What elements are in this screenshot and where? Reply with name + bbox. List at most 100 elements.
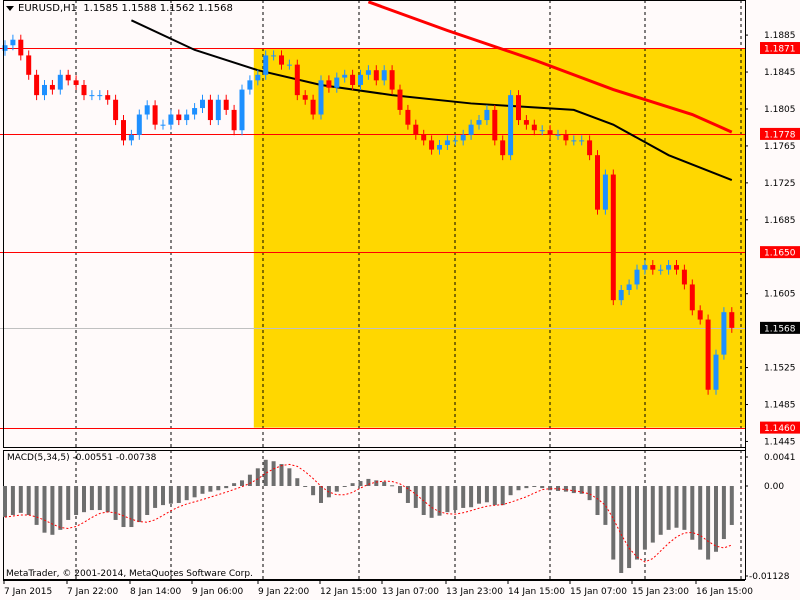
price-tag-label: 1.1871	[764, 45, 796, 55]
macd-histogram-bar	[666, 486, 671, 530]
price-tick-label: 1.1525	[764, 364, 796, 374]
price-tick-label: 1.1805	[764, 105, 796, 115]
bull-candle	[263, 55, 269, 75]
bear-candle	[492, 109, 498, 141]
bull-candle	[128, 134, 134, 141]
macd-histogram-bar	[413, 486, 418, 508]
bull-candle	[334, 77, 340, 88]
macd-histogram-bar	[176, 486, 181, 503]
bear-candle	[105, 95, 111, 100]
macd-histogram-bar	[563, 486, 568, 492]
bull-candle	[476, 120, 482, 125]
macd-histogram-bar	[390, 485, 395, 487]
macd-histogram-bar	[556, 486, 560, 491]
macd-histogram-bar	[405, 486, 410, 503]
macd-histogram-bar	[58, 486, 63, 530]
macd-histogram-bar	[437, 486, 442, 516]
bear-candle	[73, 80, 79, 85]
bull-candle	[2, 45, 8, 51]
highlight-zone	[253, 48, 746, 428]
macd-histogram-bar	[129, 486, 134, 528]
bear-candle	[595, 155, 600, 210]
macd-signal-line	[4, 463, 732, 563]
macd-histogram-bar	[334, 486, 339, 492]
macd-histogram-bar	[10, 486, 15, 515]
bear-candle	[516, 95, 521, 121]
macd-histogram-bar	[50, 486, 55, 535]
bull-candle	[255, 74, 261, 81]
bull-candle	[42, 84, 47, 96]
symbol-label: EURUSD,H1	[18, 3, 78, 14]
macd-histogram-bar	[34, 486, 39, 525]
time-tick-label: 13 Jan 07:00	[382, 587, 439, 597]
bull-candle	[144, 105, 150, 115]
price-tick-label: 1.1445	[764, 437, 796, 447]
macd-histogram-bar	[516, 486, 521, 491]
bear-candle	[34, 74, 40, 96]
macd-histogram-bar	[714, 486, 718, 552]
bear-candle	[152, 105, 158, 125]
bear-candle	[610, 174, 616, 301]
macd-histogram-bar	[263, 459, 268, 486]
macd-histogram-bar	[729, 486, 734, 525]
macd-histogram-bar	[658, 486, 663, 535]
macd-histogram-bar	[374, 480, 379, 486]
macd-histogram-bar	[540, 486, 545, 489]
bear-candle	[681, 269, 687, 285]
bear-candle	[294, 64, 300, 96]
bear-candle	[207, 99, 213, 121]
bear-candle	[18, 39, 24, 56]
bear-candle	[563, 134, 569, 141]
bear-candle	[729, 312, 735, 328]
time-tick-label: 14 Jan 15:00	[508, 587, 565, 597]
bull-candle	[484, 109, 490, 121]
bear-candle	[389, 70, 395, 90]
macd-histogram-bar	[161, 486, 165, 506]
bear-candle	[397, 89, 403, 110]
macd-histogram-bar	[216, 486, 221, 491]
bear-candle	[689, 284, 695, 311]
time-tick-label: 15 Jan 23:00	[632, 587, 689, 597]
time-tick-label: 16 Jan 15:00	[696, 587, 753, 597]
macd-histogram-bar	[721, 486, 726, 540]
macd-histogram-bar	[287, 468, 292, 486]
macd-histogram-bar	[532, 486, 537, 487]
macd-values: -0.00551 -0.00738	[72, 453, 157, 463]
bull-candle	[89, 95, 95, 97]
bull-candle	[444, 140, 450, 145]
macd-histogram-bar	[484, 486, 489, 503]
macd-histogram-bar	[350, 483, 355, 486]
bear-candle	[231, 109, 237, 131]
price-tag-label: 1.1568	[764, 324, 796, 334]
macd-histogram-bar	[200, 486, 205, 494]
macd-histogram-bar	[240, 480, 244, 486]
bull-candle	[215, 99, 221, 121]
bull-candle	[247, 80, 253, 90]
macd-histogram-bar	[279, 464, 284, 486]
price-tick-label: 1.1765	[764, 142, 796, 152]
bull-candle	[381, 70, 387, 81]
macd-histogram-bar	[145, 486, 150, 515]
bear-candle	[350, 74, 356, 85]
macd-histogram-bar	[168, 486, 173, 504]
price-tick-label: 1.1845	[764, 68, 796, 78]
bear-candle	[413, 124, 419, 135]
macd-histogram-bar	[706, 486, 711, 560]
bull-candle	[437, 144, 442, 150]
triangle-down-icon[interactable]	[6, 5, 14, 11]
bull-candle	[10, 39, 16, 46]
macd-histogram-bar	[74, 486, 79, 515]
macd-histogram-bar	[492, 486, 497, 506]
macd-histogram-bar	[97, 486, 102, 511]
time-tick-label: 9 Jan 06:00	[192, 587, 244, 597]
macd-histogram-bar	[674, 486, 679, 528]
macd-histogram-bar	[571, 486, 576, 494]
macd-histogram-bar	[26, 486, 31, 515]
macd-histogram-bar	[18, 486, 23, 513]
price-tick-label: 1.1725	[764, 179, 796, 189]
chart-header: EURUSD,H1 1.1585 1.1588 1.1562 1.1568	[6, 3, 233, 14]
macd-histogram-bar	[192, 486, 197, 498]
macd-histogram-bar	[595, 486, 600, 515]
bear-candle	[500, 140, 506, 156]
